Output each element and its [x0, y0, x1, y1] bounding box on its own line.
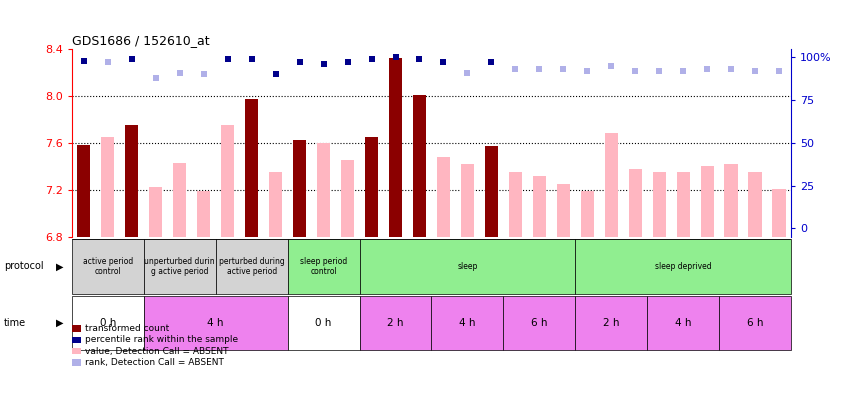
Bar	[144, 296, 288, 350]
Bar	[72, 296, 144, 350]
Bar	[341, 160, 354, 237]
Bar	[293, 141, 306, 237]
Bar	[575, 296, 647, 350]
Text: sleep deprived: sleep deprived	[655, 262, 711, 271]
Text: unperturbed durin
g active period: unperturbed durin g active period	[145, 257, 215, 276]
Bar	[216, 239, 288, 294]
Text: active period
control: active period control	[83, 257, 133, 276]
Text: 4 h: 4 h	[675, 318, 691, 328]
Bar	[197, 191, 211, 237]
Bar	[365, 137, 378, 237]
Bar	[719, 296, 791, 350]
Bar	[503, 296, 575, 350]
Bar	[629, 168, 642, 237]
Text: 2 h: 2 h	[387, 318, 404, 328]
Text: sleep period
control: sleep period control	[300, 257, 347, 276]
Text: time: time	[4, 318, 26, 328]
Bar	[605, 133, 618, 237]
Text: 0 h: 0 h	[100, 318, 116, 328]
Bar	[360, 296, 431, 350]
Text: GDS1686 / 152610_at: GDS1686 / 152610_at	[72, 34, 210, 47]
Text: 4 h: 4 h	[207, 318, 224, 328]
Bar	[724, 164, 738, 237]
Text: value, Detection Call = ABSENT: value, Detection Call = ABSENT	[85, 347, 228, 356]
Bar	[173, 163, 186, 237]
Bar	[317, 143, 330, 237]
Text: ▶: ▶	[56, 262, 63, 271]
Text: 0 h: 0 h	[316, 318, 332, 328]
Bar	[508, 172, 522, 237]
Bar	[461, 164, 474, 237]
Bar	[125, 125, 139, 237]
Bar	[652, 172, 666, 237]
Bar	[580, 191, 594, 237]
Bar	[245, 99, 258, 237]
Bar	[700, 166, 714, 237]
Bar	[360, 239, 575, 294]
Bar	[77, 145, 91, 237]
Bar	[431, 296, 503, 350]
Bar	[269, 172, 283, 237]
Bar	[533, 176, 546, 237]
Text: percentile rank within the sample: percentile rank within the sample	[85, 335, 238, 344]
Text: 6 h: 6 h	[747, 318, 763, 328]
Text: transformed count: transformed count	[85, 324, 169, 333]
Bar	[144, 239, 216, 294]
Text: 6 h: 6 h	[531, 318, 547, 328]
Text: 2 h: 2 h	[603, 318, 619, 328]
Bar	[72, 239, 144, 294]
Bar	[413, 94, 426, 237]
Text: ▶: ▶	[56, 318, 63, 328]
Bar	[437, 157, 450, 237]
Bar	[389, 58, 402, 237]
Bar	[749, 172, 761, 237]
Bar	[647, 296, 719, 350]
Bar	[677, 172, 689, 237]
Bar	[288, 239, 360, 294]
Bar	[557, 184, 570, 237]
Text: protocol: protocol	[4, 262, 44, 271]
Bar	[102, 137, 114, 237]
Bar	[772, 189, 786, 237]
Text: sleep: sleep	[457, 262, 478, 271]
Bar	[485, 146, 498, 237]
Text: rank, Detection Call = ABSENT: rank, Detection Call = ABSENT	[85, 358, 223, 367]
Bar	[221, 125, 234, 237]
Bar	[575, 239, 791, 294]
Text: 4 h: 4 h	[459, 318, 475, 328]
Text: perturbed during
active period: perturbed during active period	[219, 257, 284, 276]
Bar	[149, 188, 162, 237]
Bar	[288, 296, 360, 350]
